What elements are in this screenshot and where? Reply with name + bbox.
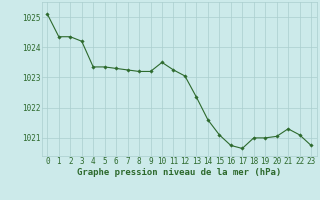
X-axis label: Graphe pression niveau de la mer (hPa): Graphe pression niveau de la mer (hPa): [77, 168, 281, 177]
